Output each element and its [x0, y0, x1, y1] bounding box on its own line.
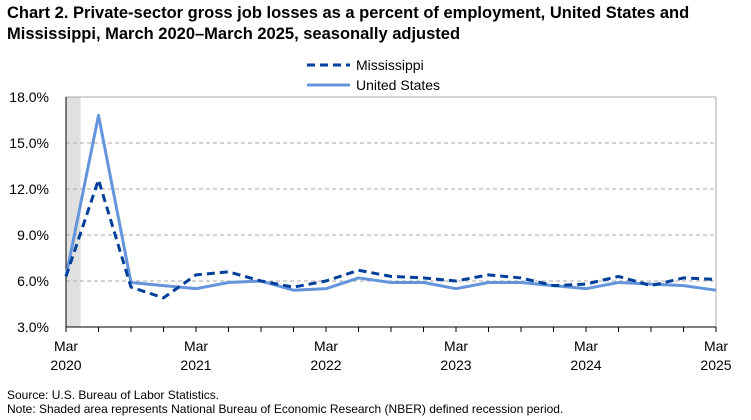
legend-label: Mississippi	[356, 57, 424, 73]
chart-title: Chart 2. Private-sector gross job losses…	[7, 4, 690, 43]
x-tick-label-month: Mar	[444, 338, 468, 354]
x-tick-label-year: 2025	[700, 357, 731, 373]
y-tick-label: 6.0%	[17, 273, 49, 289]
x-tick-label-month: Mar	[704, 338, 728, 354]
x-tick-label-year: 2021	[180, 357, 211, 373]
x-tick-label-month: Mar	[314, 338, 338, 354]
footnote: Note: Shaded area represents National Bu…	[7, 402, 564, 416]
x-tick-label-month: Mar	[184, 338, 208, 354]
y-tick-label: 3.0%	[17, 319, 49, 335]
y-tick-label: 15.0%	[9, 135, 49, 151]
series-line-united-states	[64, 113, 717, 292]
x-tick-label-month: Mar	[574, 338, 598, 354]
legend-label: United States	[356, 77, 440, 93]
x-tick-label-year: 2023	[440, 357, 471, 373]
series-line-mississippi	[64, 178, 717, 300]
y-tick-label: 9.0%	[17, 227, 49, 243]
x-tick-label-year: 2020	[50, 357, 81, 373]
x-tick-label-year: 2024	[570, 357, 601, 373]
x-tick-label-month: Mar	[54, 338, 78, 354]
source-note: Source: U.S. Bureau of Labor Statistics.	[7, 388, 220, 402]
x-tick-label-year: 2022	[310, 357, 341, 373]
y-tick-label: 12.0%	[9, 181, 49, 197]
y-tick-label: 18.0%	[9, 89, 49, 105]
